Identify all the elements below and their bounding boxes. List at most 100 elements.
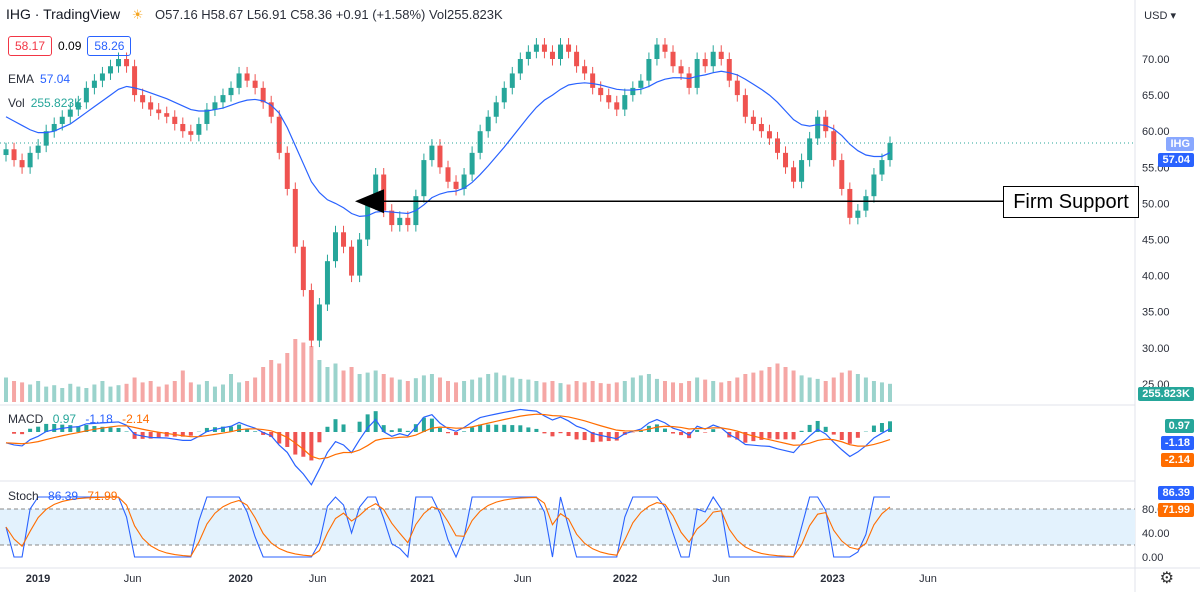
- x-tick-label: 2021: [410, 573, 434, 585]
- vol-legend-label: Vol: [8, 96, 25, 110]
- candle: [317, 304, 322, 340]
- sell-button[interactable]: 58.17: [8, 36, 52, 56]
- candle: [799, 160, 804, 182]
- stoch-d-tag: 71.99: [1158, 503, 1194, 517]
- candle: [204, 110, 209, 124]
- candle: [654, 45, 659, 59]
- candle: [703, 59, 708, 66]
- volume-bar: [261, 367, 265, 402]
- volume-bar: [4, 378, 8, 403]
- volume-bar: [333, 364, 337, 403]
- candle: [12, 149, 17, 160]
- candle: [791, 167, 796, 181]
- candle: [325, 261, 330, 304]
- stoch-legend-label: Stoch: [8, 489, 39, 503]
- candle: [815, 117, 820, 139]
- candle: [518, 59, 523, 73]
- candle: [429, 146, 434, 160]
- macd-hist-bar: [784, 432, 788, 439]
- volume-price-tag: 255.823K: [1138, 387, 1194, 401]
- candle: [172, 117, 177, 124]
- volume-bar: [534, 381, 538, 402]
- candle: [437, 146, 442, 168]
- candle: [245, 73, 250, 80]
- macd-hist-bar: [342, 424, 346, 432]
- macd-hist-bar: [848, 432, 852, 444]
- macd-hist-bar: [430, 419, 434, 432]
- volume-bar: [567, 385, 571, 403]
- candle: [662, 45, 667, 52]
- candle: [839, 160, 844, 189]
- macd-hist-bar: [840, 432, 844, 440]
- macd-hist-bar: [832, 432, 836, 435]
- candle: [510, 73, 515, 87]
- stoch-legend[interactable]: Stoch 86.39 71.99: [8, 489, 117, 503]
- firm-support-callout: Firm Support: [1003, 186, 1139, 218]
- candle: [590, 73, 595, 87]
- volume-bar: [767, 367, 771, 402]
- candle: [220, 95, 225, 102]
- volume-bar: [687, 381, 691, 402]
- volume-bar: [229, 374, 233, 402]
- volume-bar: [253, 378, 257, 403]
- candle: [679, 66, 684, 73]
- volume-bar: [623, 381, 627, 402]
- candle: [301, 247, 306, 290]
- macd-hist-bar: [117, 428, 121, 432]
- macd-hist-bar: [28, 429, 32, 432]
- ema-legend-label: EMA: [8, 72, 34, 86]
- volume-bar: [382, 374, 386, 402]
- macd-hist-bar: [542, 432, 546, 433]
- volume-bar: [583, 382, 587, 402]
- candle: [333, 232, 338, 261]
- candle: [558, 45, 563, 59]
- candle: [719, 52, 724, 59]
- macd-legend-macd: 0.97: [53, 412, 76, 426]
- macd-hist-bar: [856, 432, 860, 438]
- volume-bar: [486, 374, 490, 402]
- macd-hist-bar: [494, 425, 498, 432]
- volume-bar: [478, 378, 482, 403]
- candle: [630, 88, 635, 95]
- candle: [743, 95, 748, 117]
- macd-hist-bar: [333, 419, 337, 432]
- volume-bar: [84, 388, 88, 402]
- candle: [735, 81, 740, 95]
- candle: [36, 146, 41, 153]
- candle: [92, 81, 97, 88]
- candle: [60, 117, 65, 124]
- volume-bar: [366, 373, 370, 402]
- signal-price-tag: -1.18: [1161, 436, 1194, 450]
- volume-bar: [711, 381, 715, 402]
- symbol-title[interactable]: IHG · TradingView: [6, 6, 120, 22]
- volume-bar: [213, 387, 217, 402]
- volume-bar: [406, 381, 410, 402]
- candle: [783, 153, 788, 167]
- volume-bar: [599, 383, 603, 402]
- currency-selector[interactable]: USD ▾: [1144, 9, 1176, 22]
- candle: [775, 138, 780, 152]
- buy-button[interactable]: 58.26: [87, 36, 131, 56]
- gear-icon[interactable]: ⚙: [1160, 568, 1174, 588]
- macd-hist-bar: [325, 427, 329, 432]
- macd-hist-bar: [502, 425, 506, 432]
- candle: [855, 211, 860, 218]
- volume-bar: [591, 381, 595, 402]
- volume-bar: [864, 378, 868, 403]
- macd-hist-bar: [655, 424, 659, 432]
- macd-hist-bar: [824, 427, 828, 432]
- macd-legend[interactable]: MACD 0.97 -1.18 -2.14: [8, 412, 149, 426]
- candle: [156, 110, 161, 114]
- candle: [132, 66, 137, 95]
- volume-bar: [792, 371, 796, 403]
- candle: [357, 240, 362, 276]
- volume-bar: [309, 346, 313, 402]
- price-tick-label: 65.00: [1142, 90, 1170, 102]
- candle: [550, 52, 555, 59]
- candle: [727, 59, 732, 81]
- candle: [671, 52, 676, 66]
- candle: [148, 102, 153, 109]
